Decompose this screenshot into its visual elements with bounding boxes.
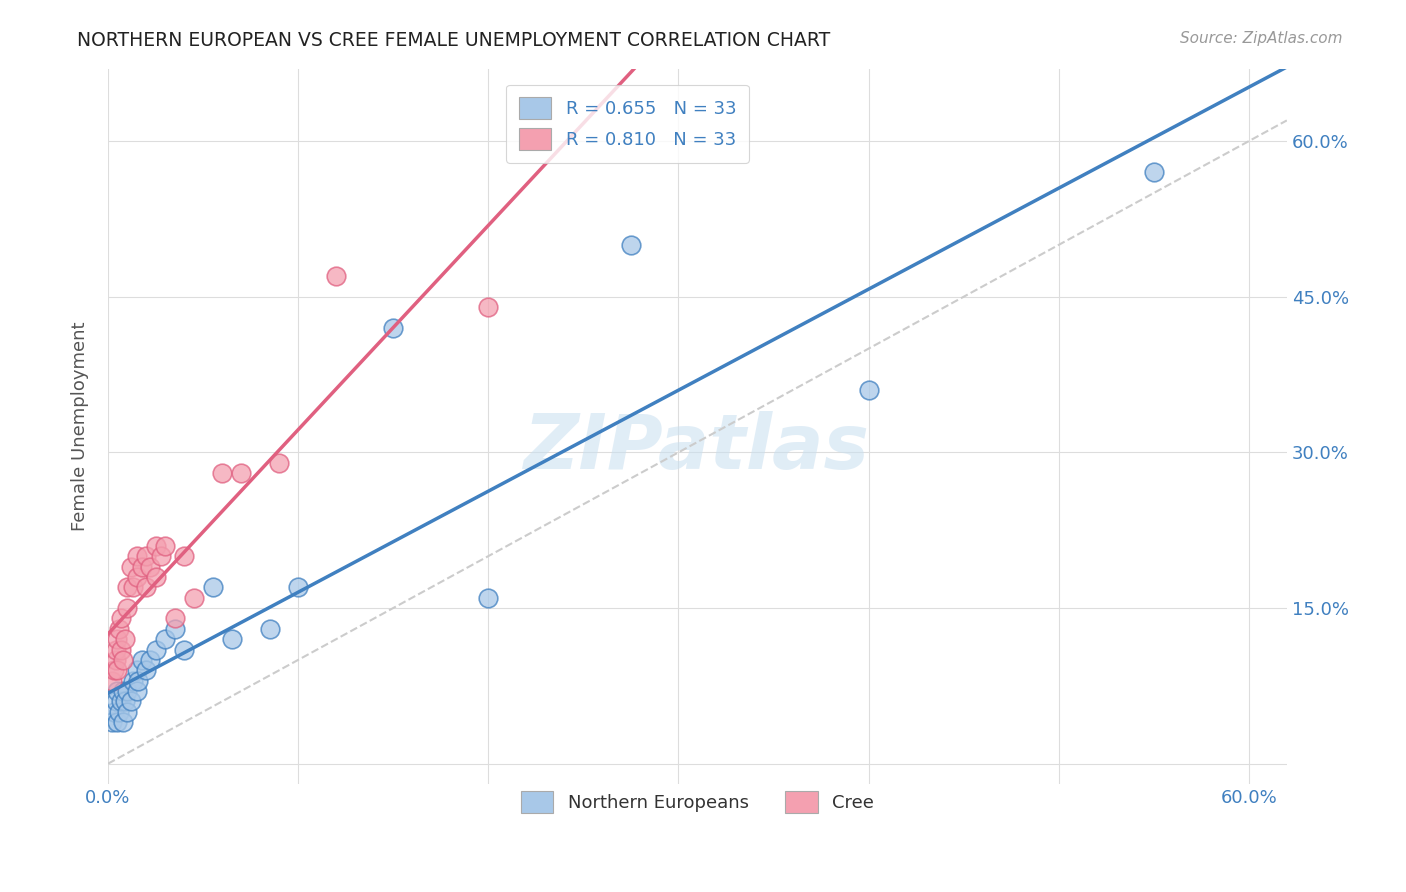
Point	[103, 705, 125, 719]
Point	[139, 653, 162, 667]
Point	[110, 642, 132, 657]
Point	[477, 300, 499, 314]
Point	[201, 580, 224, 594]
Point	[121, 673, 143, 688]
Point	[107, 632, 129, 647]
Point	[183, 591, 205, 605]
Legend: Northern Europeans, Cree: Northern Europeans, Cree	[509, 778, 887, 825]
Point	[620, 238, 643, 252]
Point	[127, 673, 149, 688]
Point	[121, 580, 143, 594]
Point	[135, 663, 157, 677]
Point	[153, 632, 176, 647]
Point	[163, 622, 186, 636]
Point	[131, 653, 153, 667]
Point	[131, 559, 153, 574]
Point	[110, 611, 132, 625]
Point	[112, 653, 135, 667]
Point	[125, 663, 148, 677]
Point	[108, 622, 131, 636]
Point	[125, 549, 148, 564]
Point	[150, 549, 173, 564]
Point	[107, 684, 129, 698]
Point	[114, 694, 136, 708]
Point	[173, 549, 195, 564]
Point	[211, 466, 233, 480]
Point	[107, 663, 129, 677]
Point	[112, 684, 135, 698]
Point	[287, 580, 309, 594]
Point	[108, 705, 131, 719]
Point	[103, 663, 125, 677]
Point	[269, 456, 291, 470]
Point	[107, 715, 129, 730]
Text: Source: ZipAtlas.com: Source: ZipAtlas.com	[1180, 31, 1343, 46]
Point	[145, 539, 167, 553]
Point	[120, 559, 142, 574]
Text: ZIPatlas: ZIPatlas	[524, 411, 870, 485]
Point	[115, 705, 138, 719]
Point	[125, 684, 148, 698]
Point	[145, 642, 167, 657]
Point	[221, 632, 243, 647]
Point	[1143, 165, 1166, 179]
Point	[125, 570, 148, 584]
Y-axis label: Female Unemployment: Female Unemployment	[72, 322, 89, 532]
Point	[173, 642, 195, 657]
Point	[115, 684, 138, 698]
Point	[145, 570, 167, 584]
Point	[139, 559, 162, 574]
Point	[163, 611, 186, 625]
Point	[115, 580, 138, 594]
Point	[104, 653, 127, 667]
Point	[382, 321, 405, 335]
Point	[110, 694, 132, 708]
Point	[259, 622, 281, 636]
Point	[112, 715, 135, 730]
Point	[325, 268, 347, 283]
Point	[115, 601, 138, 615]
Point	[104, 694, 127, 708]
Text: NORTHERN EUROPEAN VS CREE FEMALE UNEMPLOYMENT CORRELATION CHART: NORTHERN EUROPEAN VS CREE FEMALE UNEMPLO…	[77, 31, 831, 50]
Point	[101, 715, 124, 730]
Point	[120, 694, 142, 708]
Point	[114, 632, 136, 647]
Point	[101, 673, 124, 688]
Point	[153, 539, 176, 553]
Point	[858, 383, 880, 397]
Point	[135, 549, 157, 564]
Point	[135, 580, 157, 594]
Point	[104, 642, 127, 657]
Point	[477, 591, 499, 605]
Point	[229, 466, 252, 480]
